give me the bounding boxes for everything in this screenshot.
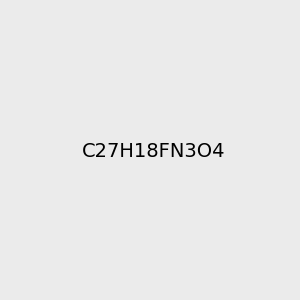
Text: C27H18FN3O4: C27H18FN3O4	[82, 142, 226, 161]
